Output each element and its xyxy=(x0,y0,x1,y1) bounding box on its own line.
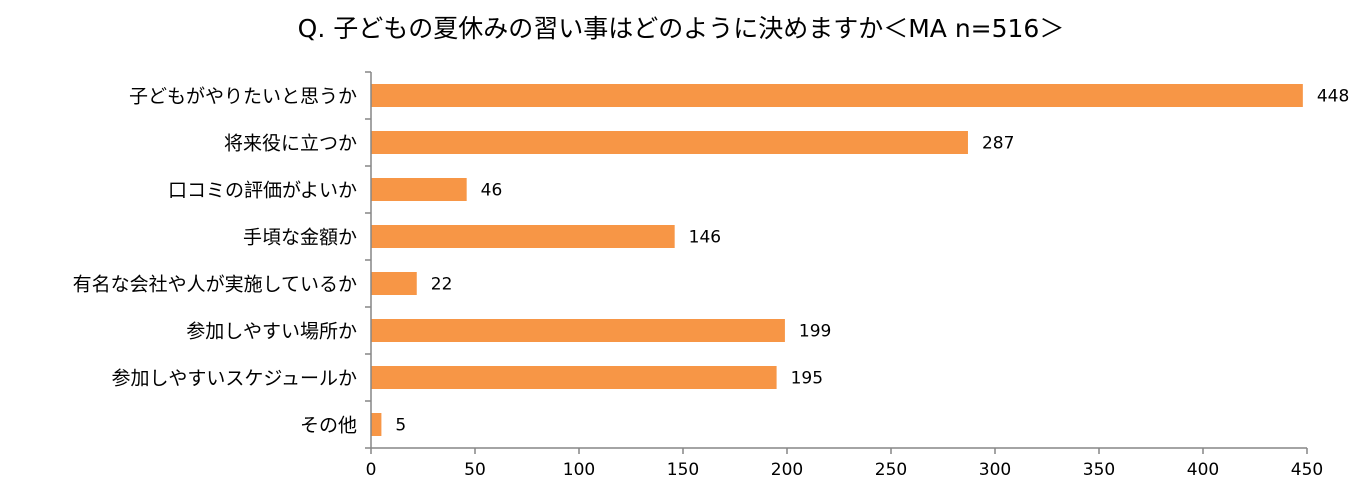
x-tick-label: 150 xyxy=(667,460,699,480)
bar xyxy=(371,366,777,389)
bar xyxy=(371,178,467,201)
bar xyxy=(371,413,382,436)
bar xyxy=(371,272,417,295)
x-tick-label: 250 xyxy=(875,460,907,480)
x-tick-label: 100 xyxy=(563,460,595,480)
category-label: 有名な会社や人が実施しているか xyxy=(73,274,357,296)
bar xyxy=(371,84,1303,107)
x-tick-label: 350 xyxy=(1083,460,1115,480)
data-label: 46 xyxy=(481,181,503,201)
bar xyxy=(371,131,968,154)
x-tick-label: 50 xyxy=(464,460,486,480)
category-label: 参加しやすいスケジュールか xyxy=(112,368,357,390)
category-label: 口コミの評価がよいか xyxy=(168,180,357,202)
data-label: 287 xyxy=(982,134,1014,154)
bar xyxy=(371,319,785,342)
data-label: 22 xyxy=(431,275,453,295)
category-label: 参加しやすい場所か xyxy=(186,321,357,343)
category-label: 将来役に立つか xyxy=(224,133,357,155)
chart-title: Q. 子どもの夏休みの習い事はどのように決めますか＜MA n=516＞ xyxy=(297,14,1065,43)
x-tick-label: 400 xyxy=(1187,460,1219,480)
category-label: その他 xyxy=(300,415,357,437)
data-label: 195 xyxy=(791,369,823,389)
data-label: 199 xyxy=(799,322,831,342)
x-tick-label: 0 xyxy=(366,460,377,480)
category-label: 子どもがやりたいと思うか xyxy=(129,86,357,108)
data-label: 5 xyxy=(395,416,406,436)
category-label: 手頃な金額か xyxy=(243,227,357,249)
x-tick-label: 450 xyxy=(1291,460,1323,480)
x-tick-label: 300 xyxy=(979,460,1011,480)
bar xyxy=(371,225,675,248)
data-label: 448 xyxy=(1317,87,1349,107)
x-tick-label: 200 xyxy=(771,460,803,480)
data-label: 146 xyxy=(689,228,721,248)
